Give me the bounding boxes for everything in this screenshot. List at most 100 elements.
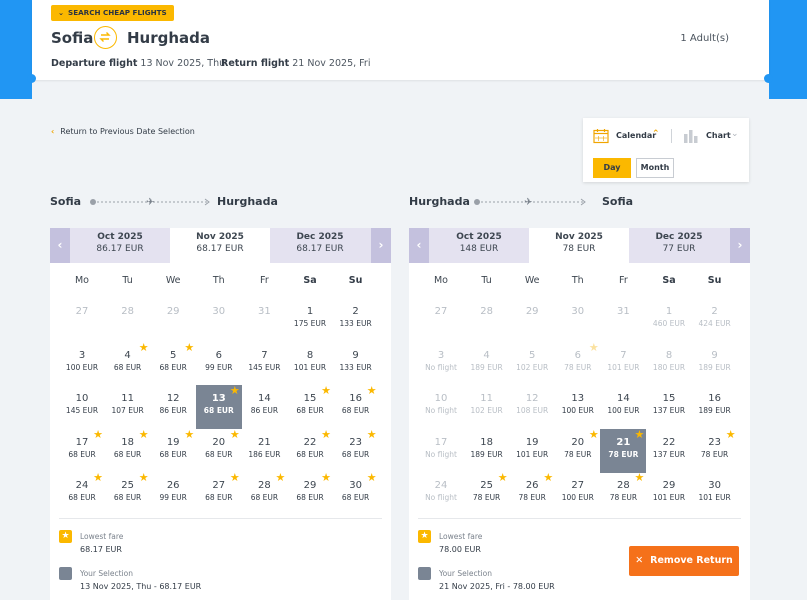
header-dot-left [27, 74, 36, 83]
calendar-day[interactable]: 25 78 EUR ★ [464, 472, 510, 516]
calendar-day[interactable]: 15 68 EUR ★ [287, 385, 333, 429]
star-icon: ★ [588, 427, 599, 441]
star-icon: ★ [275, 471, 286, 485]
calendar-day[interactable]: 26 78 EUR ★ [509, 472, 555, 516]
view-switcher: Calendar ⌃ Chart ⌄ Day Month [583, 118, 749, 182]
calendar-day[interactable]: 22 137 EUR [646, 429, 692, 473]
day-number: 2 [352, 306, 359, 317]
calendar-day[interactable]: 25 68 EUR ★ [105, 472, 151, 516]
calendar-day: 27 [418, 298, 464, 342]
swap-icon[interactable] [94, 26, 117, 49]
next-month-arrow[interactable]: › [371, 228, 391, 263]
day-price: 101 EUR [652, 493, 686, 503]
calendar-day[interactable]: 9 133 EUR [333, 342, 379, 386]
day-number: 29 [525, 306, 539, 317]
day-number: 16 [349, 393, 362, 405]
calendar-day[interactable]: 14 100 EUR [600, 385, 646, 429]
day-number: 19 [166, 436, 180, 448]
star-icon: ★ [725, 427, 736, 441]
day-number: 10 [434, 393, 448, 405]
chevron-up-icon: ⌃ [652, 129, 660, 139]
month-option[interactable]: Nov 2025 68.17 EUR [170, 228, 270, 263]
month-option[interactable]: Nov 2025 78 EUR [529, 228, 629, 263]
calendar-day[interactable]: 12 86 EUR [150, 385, 196, 429]
calendar-day[interactable]: 3 100 EUR [59, 342, 105, 386]
calendar-day[interactable]: 5 68 EUR ★ [150, 341, 196, 386]
chart-tab[interactable]: Chart [706, 131, 731, 140]
day-price: 101 EUR [293, 362, 327, 372]
calendar-day[interactable]: 23 78 EUR ★ [692, 427, 738, 473]
day-number: 29 [662, 480, 676, 492]
calendar-day[interactable]: 17 68 EUR ★ [59, 428, 105, 473]
search-cheap-flights-badge[interactable]: ⌄ SEARCH CHEAP FLIGHTS [51, 5, 174, 21]
prev-month-arrow[interactable]: ‹ [409, 228, 429, 263]
day-number: 17 [75, 436, 89, 448]
calendar-day[interactable]: 20 78 EUR ★ [555, 427, 601, 473]
calendar-day[interactable]: 1 175 EUR [287, 298, 333, 342]
calendar-day[interactable]: 16 68 EUR ★ [333, 385, 379, 429]
calendar-day[interactable]: 16 189 EUR [692, 385, 738, 429]
day-number: 20 [212, 436, 226, 448]
calendar-day[interactable]: 13 68 EUR ★ [195, 385, 242, 430]
calendar-day[interactable]: 27 100 EUR [555, 472, 601, 516]
calendar-day[interactable]: 29 101 EUR [646, 472, 692, 516]
calendar-tab[interactable]: Calendar [616, 131, 657, 140]
day-number: 20 [571, 436, 585, 448]
calendar-day[interactable]: 26 99 EUR [150, 472, 196, 516]
prev-month-arrow[interactable]: ‹ [50, 228, 70, 263]
calendar-day[interactable]: 22 68 EUR ★ [287, 428, 333, 473]
calendar-day[interactable]: 30 101 EUR [692, 472, 738, 516]
calendar-day[interactable]: 19 68 EUR ★ [150, 428, 196, 473]
day-price: 107 EUR [111, 406, 144, 416]
calendar-day[interactable]: 21 186 EUR [241, 429, 287, 473]
day-price: No flight [425, 362, 457, 372]
day-toggle[interactable]: Day [593, 158, 631, 178]
svg-text:✈: ✈ [524, 197, 532, 208]
calendar-day[interactable]: 10 145 EUR [59, 385, 105, 429]
day-price: 145 EUR [248, 362, 281, 372]
day-price: 78 EUR [564, 362, 592, 372]
next-month-arrow[interactable]: › [730, 228, 750, 263]
calendar-day[interactable]: 30 68 EUR ★ [333, 472, 379, 516]
star-icon: ★ [420, 531, 429, 541]
calendar-day: 7 101 EUR [600, 342, 646, 386]
calendar-day[interactable]: 18 189 EUR [464, 429, 510, 473]
month-option[interactable]: Oct 2025 148 EUR [429, 228, 529, 263]
day-price: 68 EUR [203, 406, 234, 416]
day-price: No flight [425, 406, 457, 416]
calendar-day[interactable]: 11 107 EUR [105, 385, 151, 429]
month-option[interactable]: Dec 2025 68.17 EUR [270, 228, 370, 263]
calendar-day: 10 No flight [418, 385, 464, 429]
calendar-day[interactable]: 14 86 EUR [241, 385, 287, 429]
month-option[interactable]: Dec 2025 77 EUR [629, 228, 729, 263]
remove-return-button[interactable]: ✕ Remove Return [629, 546, 739, 576]
calendar-day[interactable]: 21 78 EUR ★ [600, 428, 647, 473]
calendar-day[interactable]: 28 68 EUR ★ [241, 472, 287, 516]
calendar-day[interactable]: 4 68 EUR ★ [105, 341, 151, 386]
star-icon: ★ [366, 471, 377, 485]
month-toggle[interactable]: Month [636, 158, 674, 178]
calendar-day[interactable]: 15 137 EUR [646, 385, 692, 429]
calendar-day[interactable]: 19 101 EUR [509, 429, 555, 473]
calendar-day[interactable]: 20 68 EUR ★ [196, 428, 242, 473]
day-price: 99 EUR [205, 362, 233, 372]
calendar-day[interactable]: 29 68 EUR ★ [287, 472, 333, 516]
calendar-day[interactable]: 7 145 EUR [241, 342, 287, 386]
calendar-day[interactable]: 18 68 EUR ★ [105, 428, 151, 473]
calendar-day[interactable]: 6 99 EUR [196, 342, 242, 386]
star-icon: ★ [588, 340, 599, 354]
calendar-day[interactable]: 23 68 EUR ★ [333, 428, 379, 473]
day-price: 78 EUR [472, 493, 501, 503]
calendar-day: 31 [600, 298, 646, 342]
calendar-day[interactable]: 8 101 EUR [287, 342, 333, 386]
star-icon: ★ [321, 384, 331, 398]
calendar-day[interactable]: 28 78 EUR ★ [600, 472, 646, 516]
calendar-day[interactable]: 2 133 EUR [333, 298, 379, 342]
weekday-header: Fr [619, 275, 628, 286]
month-option[interactable]: Oct 2025 86.17 EUR [70, 228, 170, 263]
calendar-day[interactable]: 24 68 EUR ★ [59, 472, 105, 516]
day-price: 180 EUR [652, 362, 686, 372]
return-to-previous-link[interactable]: ‹ Return to Previous Date Selection [51, 127, 195, 136]
calendar-day[interactable]: 27 68 EUR ★ [196, 472, 242, 516]
calendar-day[interactable]: 13 100 EUR [555, 385, 601, 429]
